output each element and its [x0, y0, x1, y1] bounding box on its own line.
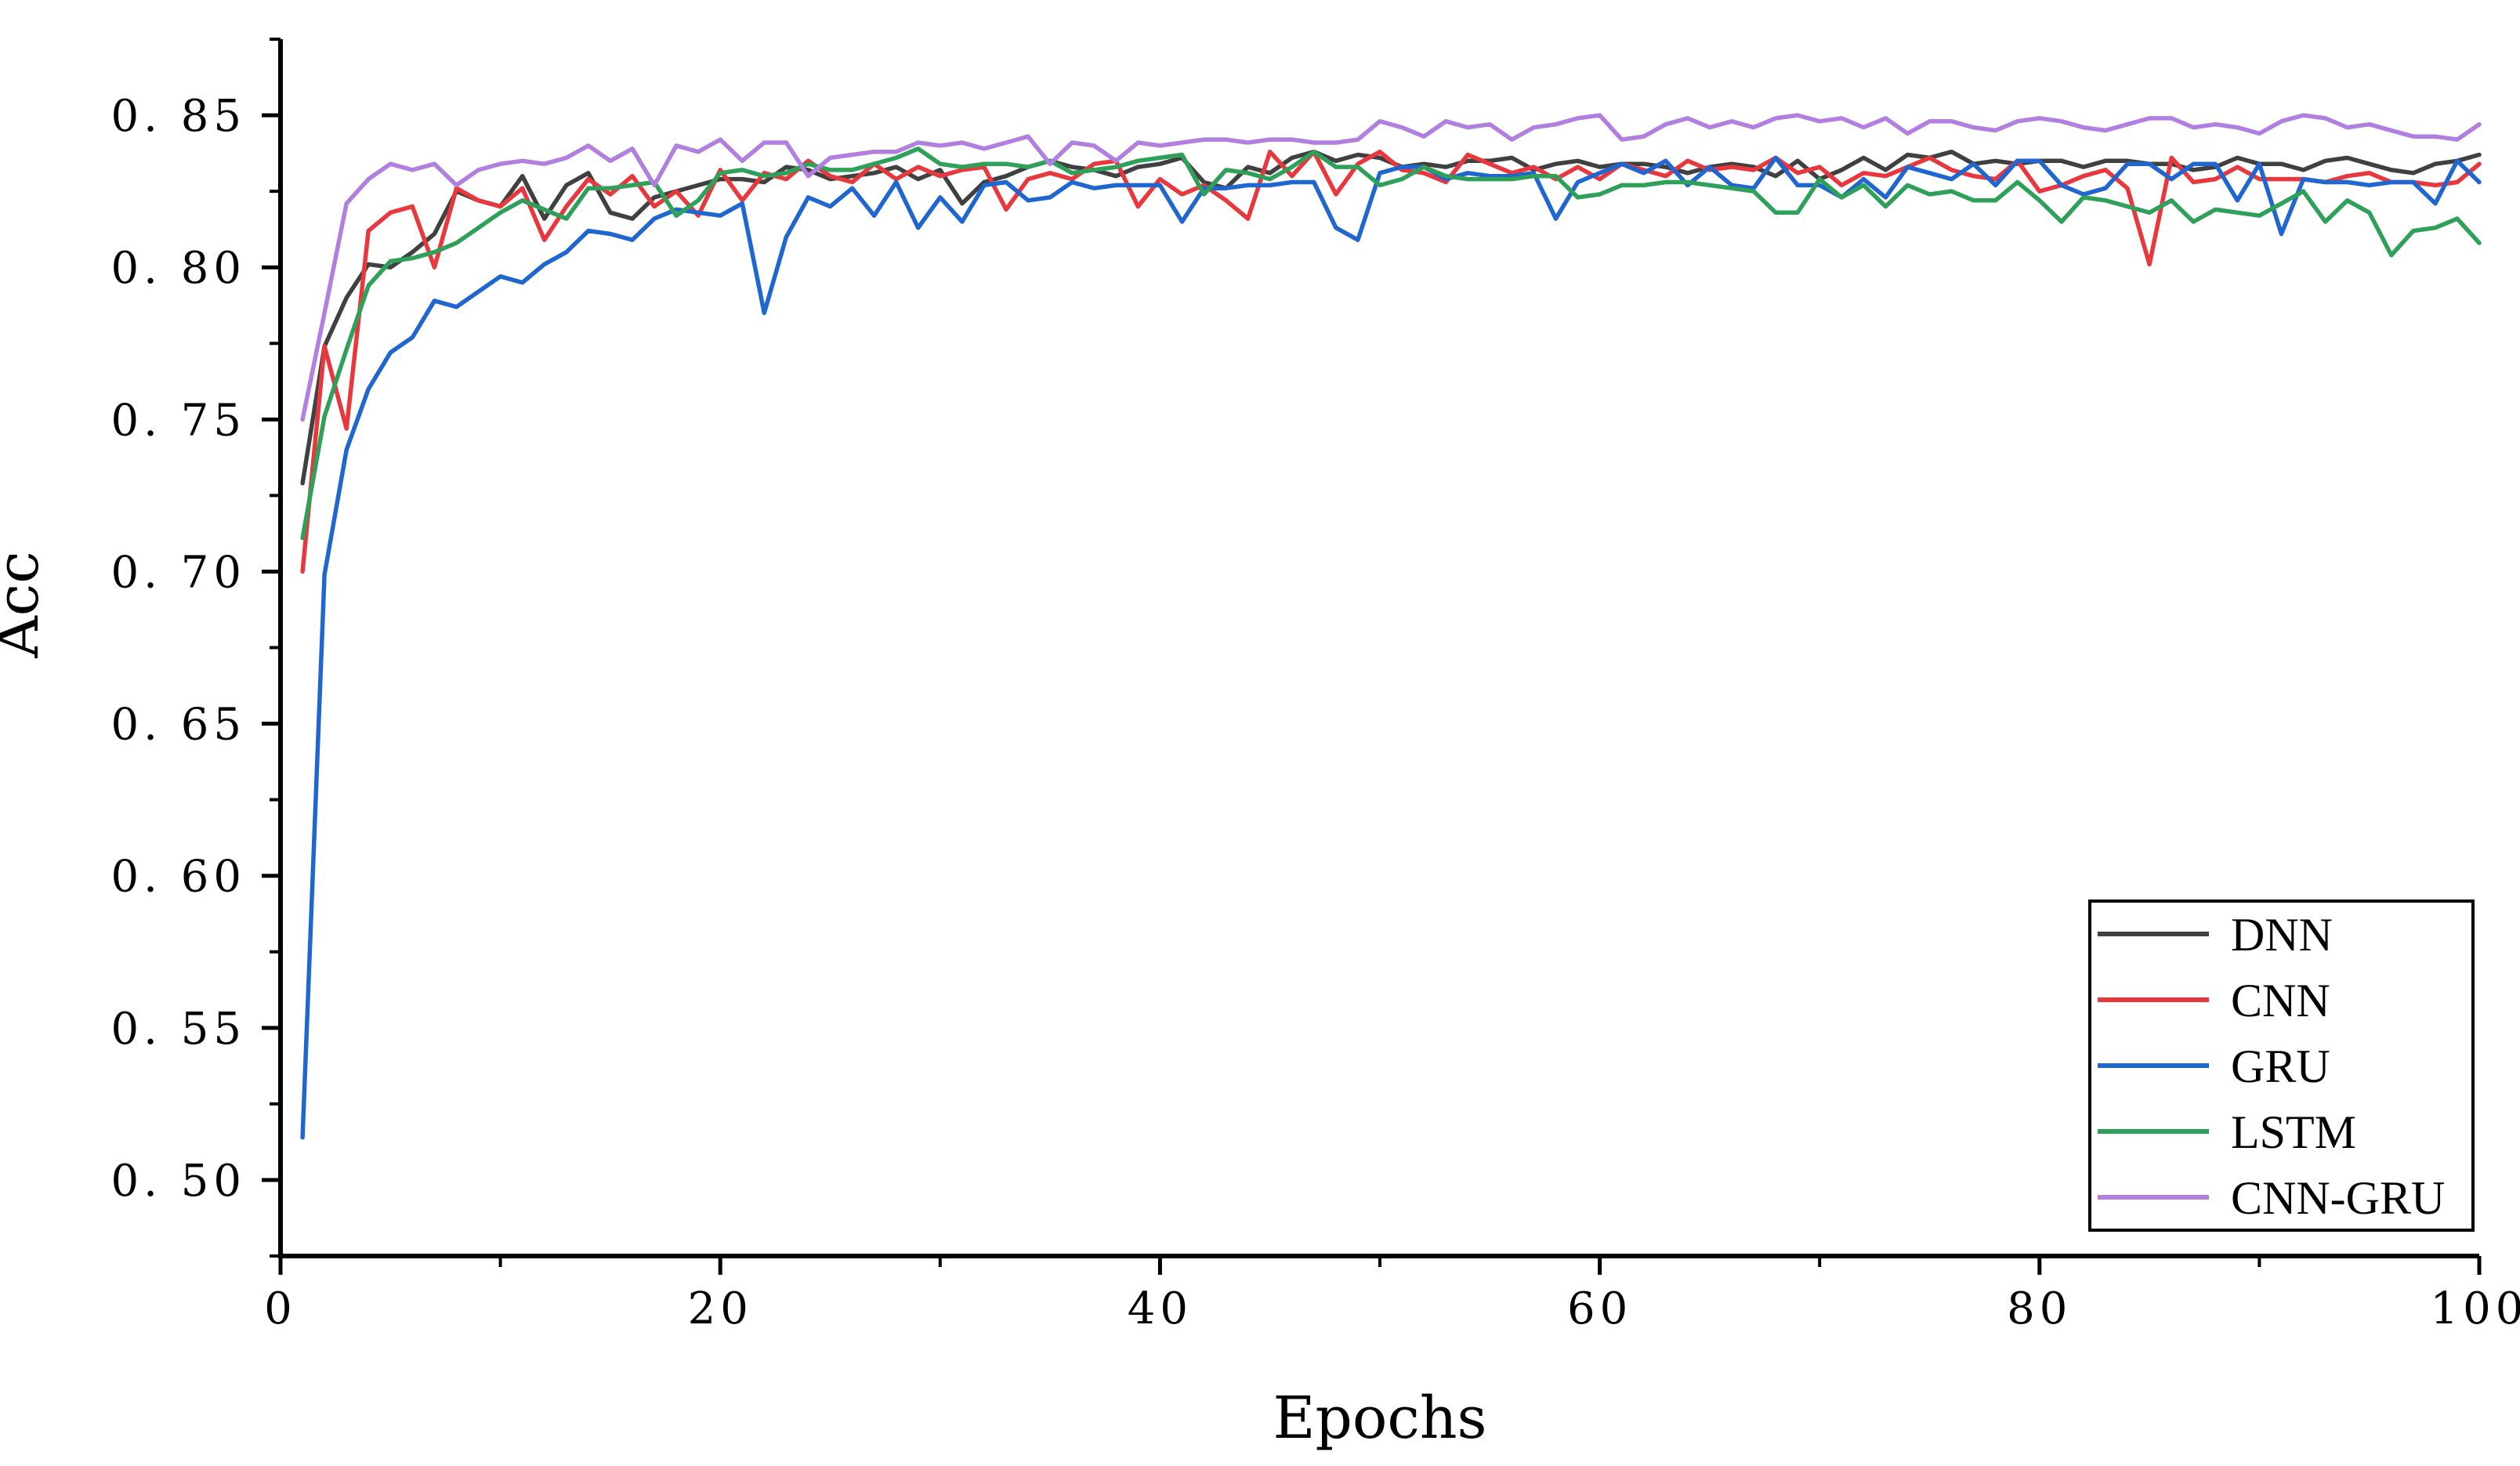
x-tick-label: 20 [688, 1283, 753, 1334]
y-tick-label: 0. 55 [111, 1004, 247, 1055]
series-lines [300, 113, 2482, 1140]
series-line-dnn [300, 149, 2482, 486]
y-tick-label: 0. 85 [111, 91, 247, 142]
x-tick-label: 60 [1567, 1283, 1632, 1334]
series-line-cnn [300, 149, 2482, 574]
x-tick-label: 100 [2431, 1283, 2520, 1334]
y-tick-label: 0. 60 [111, 852, 247, 903]
y-tick-label: 0. 80 [111, 243, 247, 294]
y-tick-label: 0. 65 [111, 700, 247, 751]
y-tick-label: 0. 75 [111, 395, 247, 446]
x-tick-label: 0 [264, 1283, 297, 1334]
series-line-gru [300, 155, 2482, 1140]
legend-label-cnn-gru: CNN-GRU [2231, 1172, 2445, 1224]
x-tick-label: 80 [2007, 1283, 2072, 1334]
series-line-cnn-gru [300, 113, 2482, 422]
y-tick-label: 0. 50 [111, 1156, 247, 1207]
y-axis-title: Acc [0, 551, 52, 658]
legend-label-gru: GRU [2231, 1041, 2330, 1092]
legend-label-lstm: LSTM [2231, 1106, 2356, 1158]
legend: DNN CNN GRU LSTM CNN-GRU [2088, 900, 2475, 1232]
legend-label-dnn: DNN [2231, 909, 2333, 961]
x-tick-label: 40 [1128, 1283, 1193, 1334]
legend-label-cnn: CNN [2231, 975, 2330, 1026]
x-axis-title: Epochs [1273, 1385, 1486, 1452]
y-tick-label: 0. 70 [111, 547, 247, 598]
series-line-lstm [300, 147, 2482, 541]
